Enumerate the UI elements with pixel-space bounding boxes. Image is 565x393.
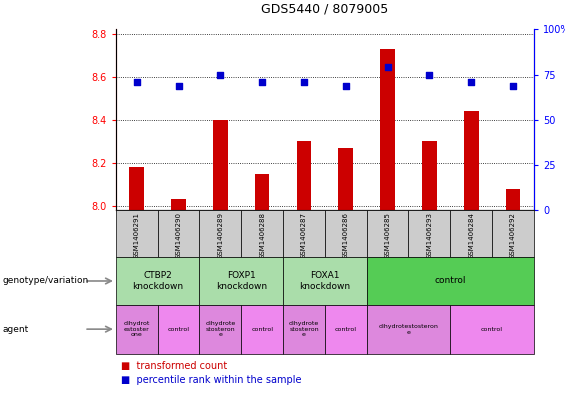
- Text: ■  transformed count: ■ transformed count: [121, 362, 228, 371]
- Bar: [283, 305, 325, 354]
- Text: control: control: [251, 327, 273, 332]
- Text: genotype/variation: genotype/variation: [3, 277, 89, 285]
- Point: [132, 79, 141, 85]
- Bar: [116, 210, 158, 257]
- Point: [174, 83, 183, 89]
- Point: [341, 83, 350, 89]
- Bar: [129, 167, 144, 210]
- Text: GSM1406290: GSM1406290: [176, 212, 181, 259]
- Bar: [367, 210, 408, 257]
- Bar: [367, 305, 450, 354]
- Text: dihydrot
estoster
one: dihydrot estoster one: [124, 321, 150, 338]
- Text: dihydrote
stosteron
e: dihydrote stosteron e: [289, 321, 319, 338]
- Bar: [199, 305, 241, 354]
- Bar: [450, 305, 534, 354]
- Text: GSM1406292: GSM1406292: [510, 212, 516, 259]
- Bar: [158, 210, 199, 257]
- Bar: [283, 210, 325, 257]
- Text: control: control: [481, 327, 503, 332]
- Bar: [213, 120, 228, 210]
- Bar: [338, 148, 353, 210]
- Bar: [492, 210, 534, 257]
- Text: dihydrotestosteron
e: dihydrotestosteron e: [379, 324, 438, 334]
- Text: FOXP1
knockdown: FOXP1 knockdown: [216, 271, 267, 291]
- Bar: [325, 305, 367, 354]
- Text: GSM1406289: GSM1406289: [218, 212, 223, 259]
- Bar: [325, 210, 367, 257]
- Text: GSM1406288: GSM1406288: [259, 212, 265, 259]
- Bar: [422, 141, 437, 210]
- Bar: [241, 210, 283, 257]
- Bar: [241, 305, 283, 354]
- Point: [383, 64, 392, 71]
- Bar: [380, 49, 395, 210]
- Bar: [297, 141, 311, 210]
- Text: GSM1406285: GSM1406285: [385, 212, 390, 259]
- Text: dihydrote
stosteron
e: dihydrote stosteron e: [205, 321, 236, 338]
- Text: GSM1406286: GSM1406286: [343, 212, 349, 259]
- Bar: [158, 305, 199, 354]
- Bar: [367, 257, 534, 305]
- Bar: [450, 210, 492, 257]
- Bar: [408, 210, 450, 257]
- Point: [216, 72, 225, 78]
- Text: GSM1406293: GSM1406293: [427, 212, 432, 259]
- Bar: [199, 257, 283, 305]
- Text: agent: agent: [3, 325, 29, 334]
- Text: FOXA1
knockdown: FOXA1 knockdown: [299, 271, 350, 291]
- Point: [299, 79, 308, 85]
- Text: ■  percentile rank within the sample: ■ percentile rank within the sample: [121, 375, 302, 385]
- Bar: [116, 305, 158, 354]
- Point: [258, 79, 267, 85]
- Bar: [199, 210, 241, 257]
- Bar: [255, 174, 270, 210]
- Bar: [116, 257, 199, 305]
- Text: control: control: [335, 327, 357, 332]
- Bar: [171, 200, 186, 210]
- Text: GSM1406287: GSM1406287: [301, 212, 307, 259]
- Text: GSM1406284: GSM1406284: [468, 212, 474, 259]
- Point: [425, 72, 434, 78]
- Bar: [506, 189, 520, 210]
- Text: control: control: [434, 277, 466, 285]
- Text: control: control: [168, 327, 189, 332]
- Point: [508, 83, 518, 89]
- Text: GDS5440 / 8079005: GDS5440 / 8079005: [261, 3, 389, 16]
- Point: [467, 79, 476, 85]
- Bar: [283, 257, 367, 305]
- Text: GSM1406291: GSM1406291: [134, 212, 140, 259]
- Bar: [464, 111, 479, 210]
- Text: CTBP2
knockdown: CTBP2 knockdown: [132, 271, 183, 291]
